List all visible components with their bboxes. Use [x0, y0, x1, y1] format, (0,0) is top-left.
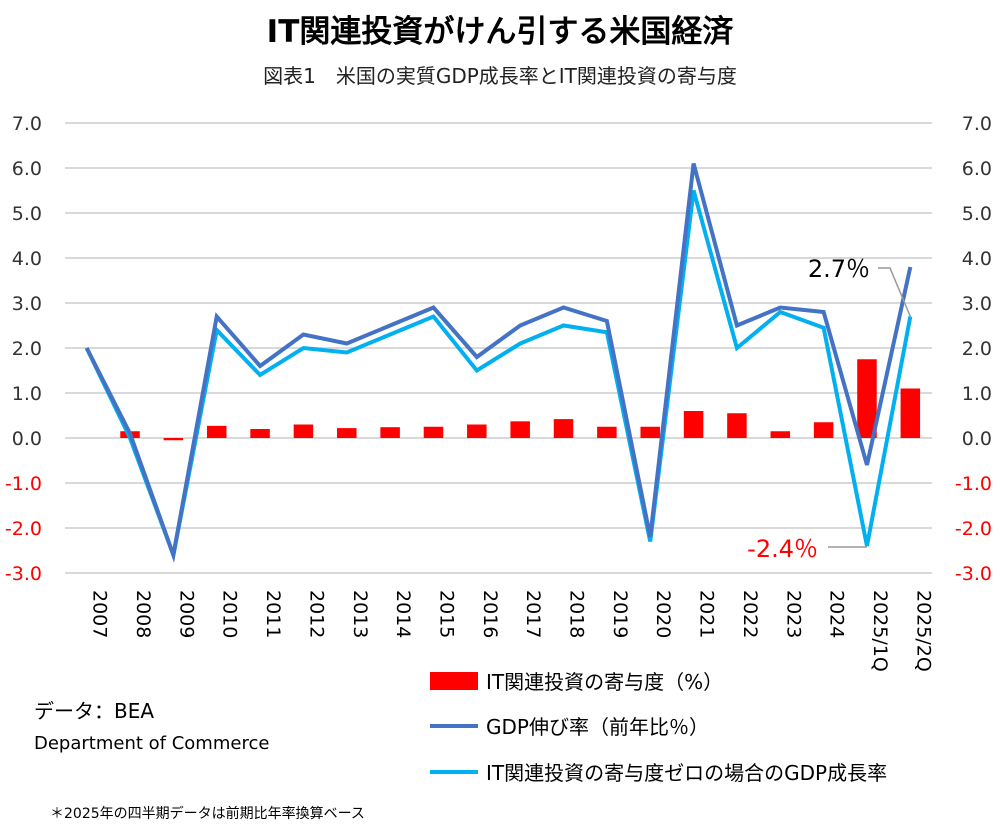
bar [597, 426, 617, 438]
x-tick-label: 2014 [392, 590, 414, 638]
legend-item-bar: IT関連投資の寄与度（%） [430, 666, 723, 695]
x-tick-label: 2011 [262, 590, 284, 638]
y-tick-left: 2.0 [12, 338, 42, 360]
bar [727, 413, 747, 438]
x-tick-label: 2020 [652, 590, 674, 638]
y-tick-left: 3.0 [12, 293, 42, 315]
bar [467, 424, 487, 438]
y-tick-right: 3.0 [962, 293, 992, 315]
x-tick-label: 2007 [89, 590, 111, 638]
x-tick-label: 2018 [566, 590, 588, 638]
bar [857, 359, 877, 438]
source-label: データ：BEA [34, 699, 155, 723]
y-tick-left: 1.0 [12, 383, 42, 405]
y-tick-right: 4.0 [962, 248, 992, 270]
series-line-2 [84, 189, 913, 563]
chart-subtitle: 図表1 米国の実質GDP成長率とIT関連投資の寄与度 [263, 64, 737, 88]
x-tick-label: 2019 [609, 590, 631, 638]
x-tick-label: 2024 [826, 590, 848, 638]
x-tick-label: 2012 [305, 590, 327, 638]
bar [163, 438, 184, 441]
legend-swatch-zero-it [430, 769, 478, 774]
bar [510, 421, 530, 438]
y-tick-right: 0.0 [962, 428, 992, 450]
annotation-label: -2.4％ [747, 535, 818, 563]
bar [683, 411, 704, 438]
y-tick-left: -2.0 [5, 518, 42, 540]
legend-item-gdp: GDP伸び率（前年比％） [430, 711, 709, 740]
source-org: Department of Commerce [34, 733, 270, 754]
y-tick-right: -1.0 [955, 473, 992, 495]
bar [250, 429, 270, 438]
bar [553, 419, 574, 438]
bar [293, 424, 314, 438]
y-tick-left: 0.0 [12, 428, 42, 450]
x-tick-label: 2017 [522, 590, 544, 638]
x-tick-label: 2015 [435, 590, 457, 638]
x-tick-label: 2023 [782, 590, 804, 638]
legend-item-zero-it: IT関連投資の寄与度ゼロの場合のGDP成長率 [430, 757, 887, 786]
bar [423, 426, 444, 438]
footnote: ＊2025年の四半期データは前期比年率換算ベース [50, 806, 365, 822]
y-tick-right: 7.0 [962, 113, 992, 135]
x-tick-label: 2008 [132, 590, 154, 638]
y-tick-left: -1.0 [5, 473, 42, 495]
annotation-label: 2.7％ [808, 255, 870, 283]
legend-label: IT関連投資の寄与度ゼロの場合のGDP成長率 [486, 761, 888, 785]
bar [380, 427, 400, 438]
x-tick-label: 2016 [479, 590, 501, 638]
bar [900, 388, 921, 438]
x-tick-label: 2013 [349, 590, 371, 638]
x-tick-label: 2025/1Q [869, 590, 891, 672]
bar [337, 428, 357, 438]
y-tick-left: 4.0 [12, 248, 42, 270]
bar [813, 422, 834, 438]
x-tick-label: 2025/2Q [912, 590, 934, 672]
bar [640, 426, 660, 438]
legend-swatch-bar [430, 671, 478, 690]
y-tick-right: -3.0 [955, 563, 992, 585]
x-tick-label: 2010 [219, 590, 241, 638]
y-tick-left: 7.0 [12, 113, 42, 135]
annotation-leader [878, 267, 912, 317]
x-tick-label: 2021 [696, 590, 718, 638]
y-tick-right: 1.0 [962, 383, 992, 405]
series-line-1 [84, 162, 913, 563]
y-tick-right: -2.0 [955, 518, 992, 540]
x-tick-label: 2022 [739, 590, 761, 638]
legend-swatch-gdp [430, 723, 478, 728]
legend-label: IT関連投資の寄与度（%） [486, 670, 724, 694]
y-tick-right: 2.0 [962, 338, 992, 360]
y-tick-right: 6.0 [962, 158, 992, 180]
y-tick-left: 6.0 [12, 158, 42, 180]
y-tick-right: 5.0 [962, 203, 992, 225]
bar [770, 431, 791, 438]
legend-label: GDP伸び率（前年比％） [486, 715, 709, 739]
y-tick-left: -3.0 [5, 563, 42, 585]
bar [206, 425, 227, 438]
x-tick-label: 2009 [175, 590, 197, 638]
chart-title: IT関連投資がけん引する米国経済 [266, 14, 734, 50]
y-tick-left: 5.0 [12, 203, 42, 225]
